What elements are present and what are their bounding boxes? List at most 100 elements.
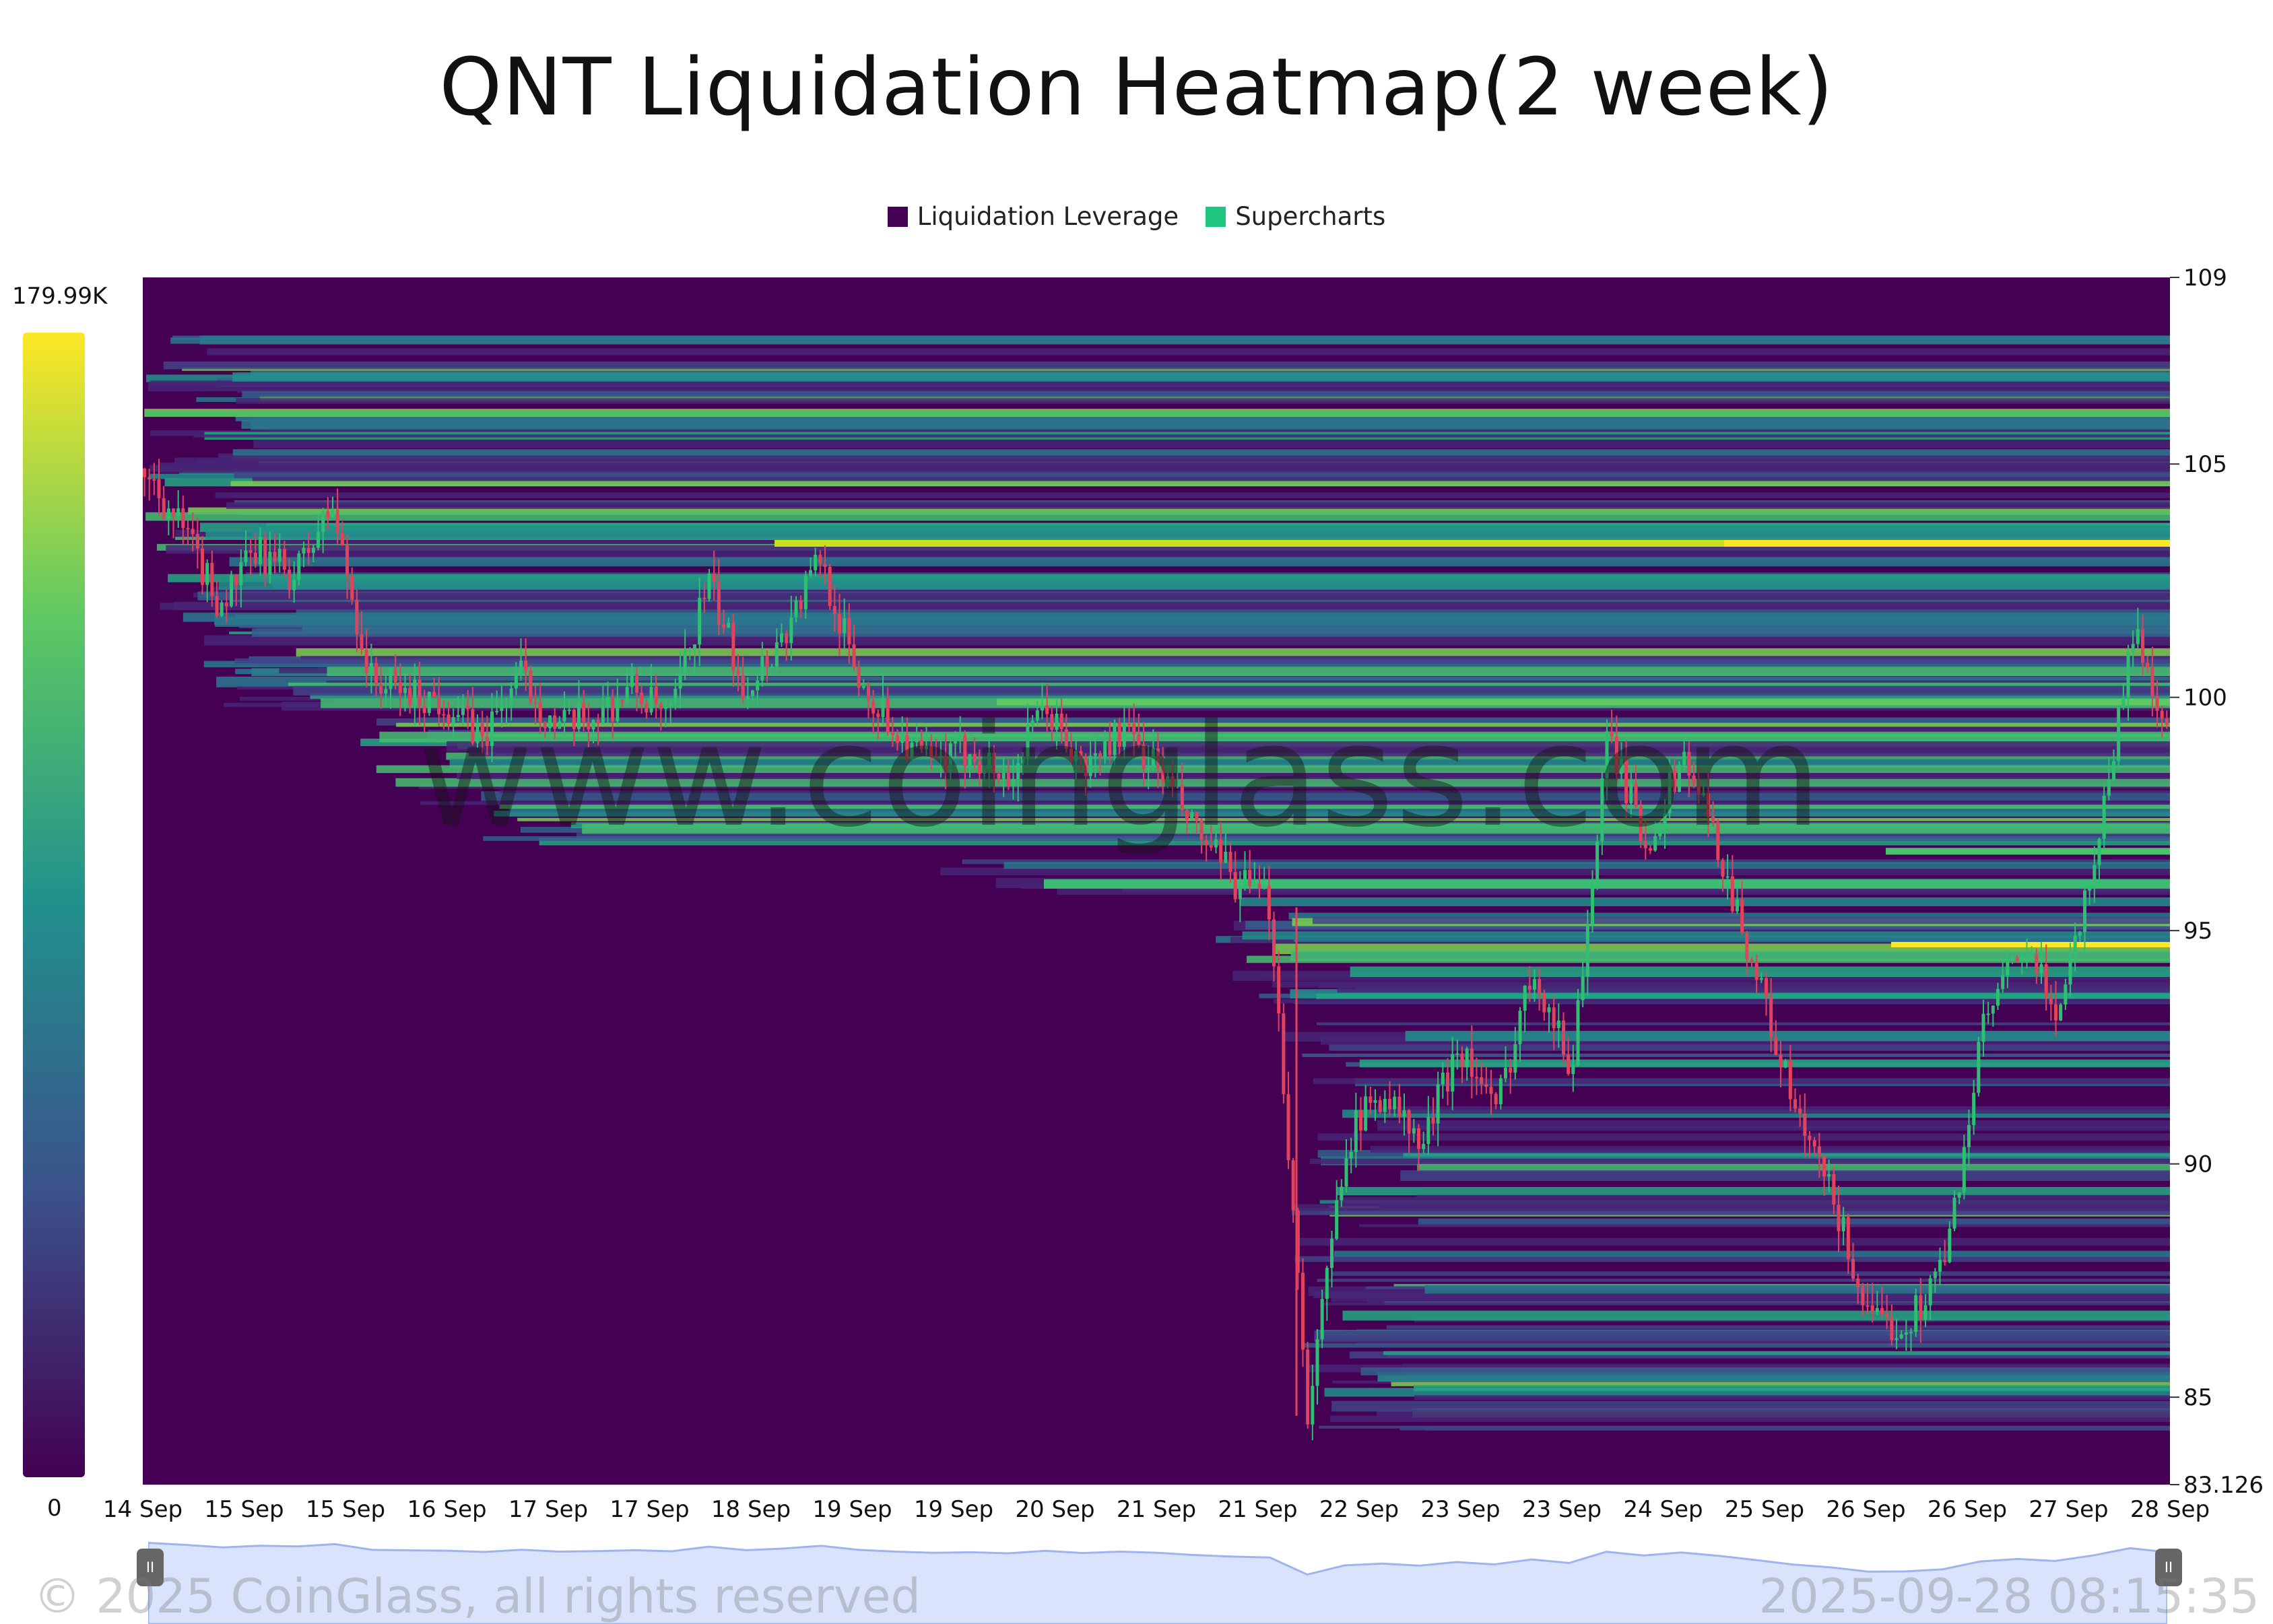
candle-body: [1977, 1042, 1980, 1093]
candle-body: [1581, 976, 1585, 1000]
candle-body: [370, 663, 373, 673]
candle-body: [263, 537, 267, 574]
candle-body: [1571, 1065, 1575, 1074]
candle-body: [809, 570, 812, 576]
candle-body: [1842, 1217, 1845, 1231]
candle-body: [307, 548, 310, 553]
candle-body: [1350, 1152, 1353, 1159]
candle-body: [1991, 1006, 1995, 1014]
candle-body: [167, 508, 170, 518]
candle-body: [196, 534, 199, 548]
candle-body: [702, 598, 706, 599]
candle-body: [249, 550, 253, 553]
candle-body: [843, 618, 846, 633]
heatmap-band-hot: [1044, 879, 2170, 889]
candle-body: [611, 697, 614, 721]
candle-body: [510, 688, 513, 706]
candle-body: [1161, 768, 1164, 782]
candle-body: [394, 669, 397, 682]
heatmap-band: [395, 778, 2170, 787]
candle-body: [2165, 718, 2169, 724]
candle-body: [1958, 1192, 1961, 1198]
heatmap-band: [236, 398, 2170, 404]
candle-body: [1542, 994, 1546, 1012]
x-tick-label: 20 Sep: [1015, 1496, 1094, 1523]
candle-body: [225, 603, 228, 606]
candle-body: [1678, 765, 1681, 792]
candle-body: [2078, 932, 2082, 936]
heatmap-band: [1416, 1195, 2170, 1200]
heatmap-band: [500, 805, 2170, 809]
candle-body: [673, 689, 677, 702]
heatmap-band: [218, 580, 2170, 590]
candle-body: [2112, 761, 2115, 780]
x-tick-label: 26 Sep: [1928, 1496, 2007, 1523]
candle-body: [432, 692, 436, 698]
candle-body: [1577, 1000, 1580, 1065]
candle-body: [457, 715, 460, 717]
y-tick-label: 85: [2183, 1384, 2212, 1411]
candle-body: [1224, 852, 1227, 862]
candle-body: [2035, 954, 2038, 973]
candle-body: [500, 706, 503, 710]
candle-body: [2001, 976, 2004, 989]
candle-body: [2141, 629, 2144, 663]
candle-body: [1562, 1021, 1565, 1055]
heatmap-band: [288, 683, 2170, 686]
candle-body: [896, 735, 899, 743]
candle-body: [1200, 820, 1204, 840]
heatmap-band: [1317, 1023, 2170, 1025]
candle-body: [1890, 1318, 1893, 1341]
candle-body: [1740, 900, 1744, 933]
candle-body: [403, 688, 407, 693]
heatmap-band: [376, 766, 2170, 773]
candle-body: [1943, 1260, 1946, 1262]
candle-body: [2020, 956, 2024, 961]
heatmap-band: [150, 465, 2170, 471]
heatmap-band: [1302, 1054, 2170, 1057]
candle-body: [365, 650, 368, 673]
x-tick-label: 19 Sep: [914, 1496, 993, 1523]
candle-body: [423, 706, 426, 713]
candle-body: [471, 709, 474, 743]
candle-body: [770, 667, 774, 668]
candle-body: [621, 700, 624, 702]
candle-body: [717, 581, 721, 624]
heatmap-band: [517, 818, 2170, 821]
candle-body: [1345, 1158, 1348, 1186]
candle-body: [2040, 964, 2043, 973]
candle-body: [2098, 839, 2101, 865]
candle-body: [630, 674, 634, 687]
heatmap-band: [216, 493, 2170, 498]
heatmap-band: [1337, 1187, 2170, 1195]
candle-body: [568, 710, 571, 711]
heatmap-band: [229, 557, 2170, 566]
candle-body: [1190, 812, 1193, 819]
candle-body: [1306, 1349, 1309, 1424]
candle-body: [713, 574, 716, 582]
candle-body: [592, 720, 595, 729]
candle-body: [601, 707, 605, 724]
candle-body: [1282, 1013, 1285, 1094]
candle-body: [230, 576, 233, 607]
candle-body: [1847, 1217, 1850, 1258]
candle-body: [1538, 979, 1541, 994]
candle-body: [2088, 882, 2091, 891]
candle-body: [766, 656, 769, 667]
candle-body: [1871, 1306, 1874, 1312]
candle-body: [1484, 1084, 1488, 1087]
candle-body: [1205, 840, 1208, 846]
heatmap-band: [1324, 1302, 2170, 1306]
heatmap-band: [1274, 999, 2170, 1004]
candle-body: [1856, 1279, 1859, 1287]
candle-body: [1967, 1125, 1971, 1147]
heatmap-band: [582, 823, 2170, 834]
candle-body: [1272, 920, 1276, 967]
candle-body: [1036, 710, 1039, 720]
candle-body: [355, 600, 358, 634]
candle-body: [317, 532, 320, 547]
candle-body: [143, 469, 146, 477]
candle-body: [1504, 1068, 1507, 1079]
